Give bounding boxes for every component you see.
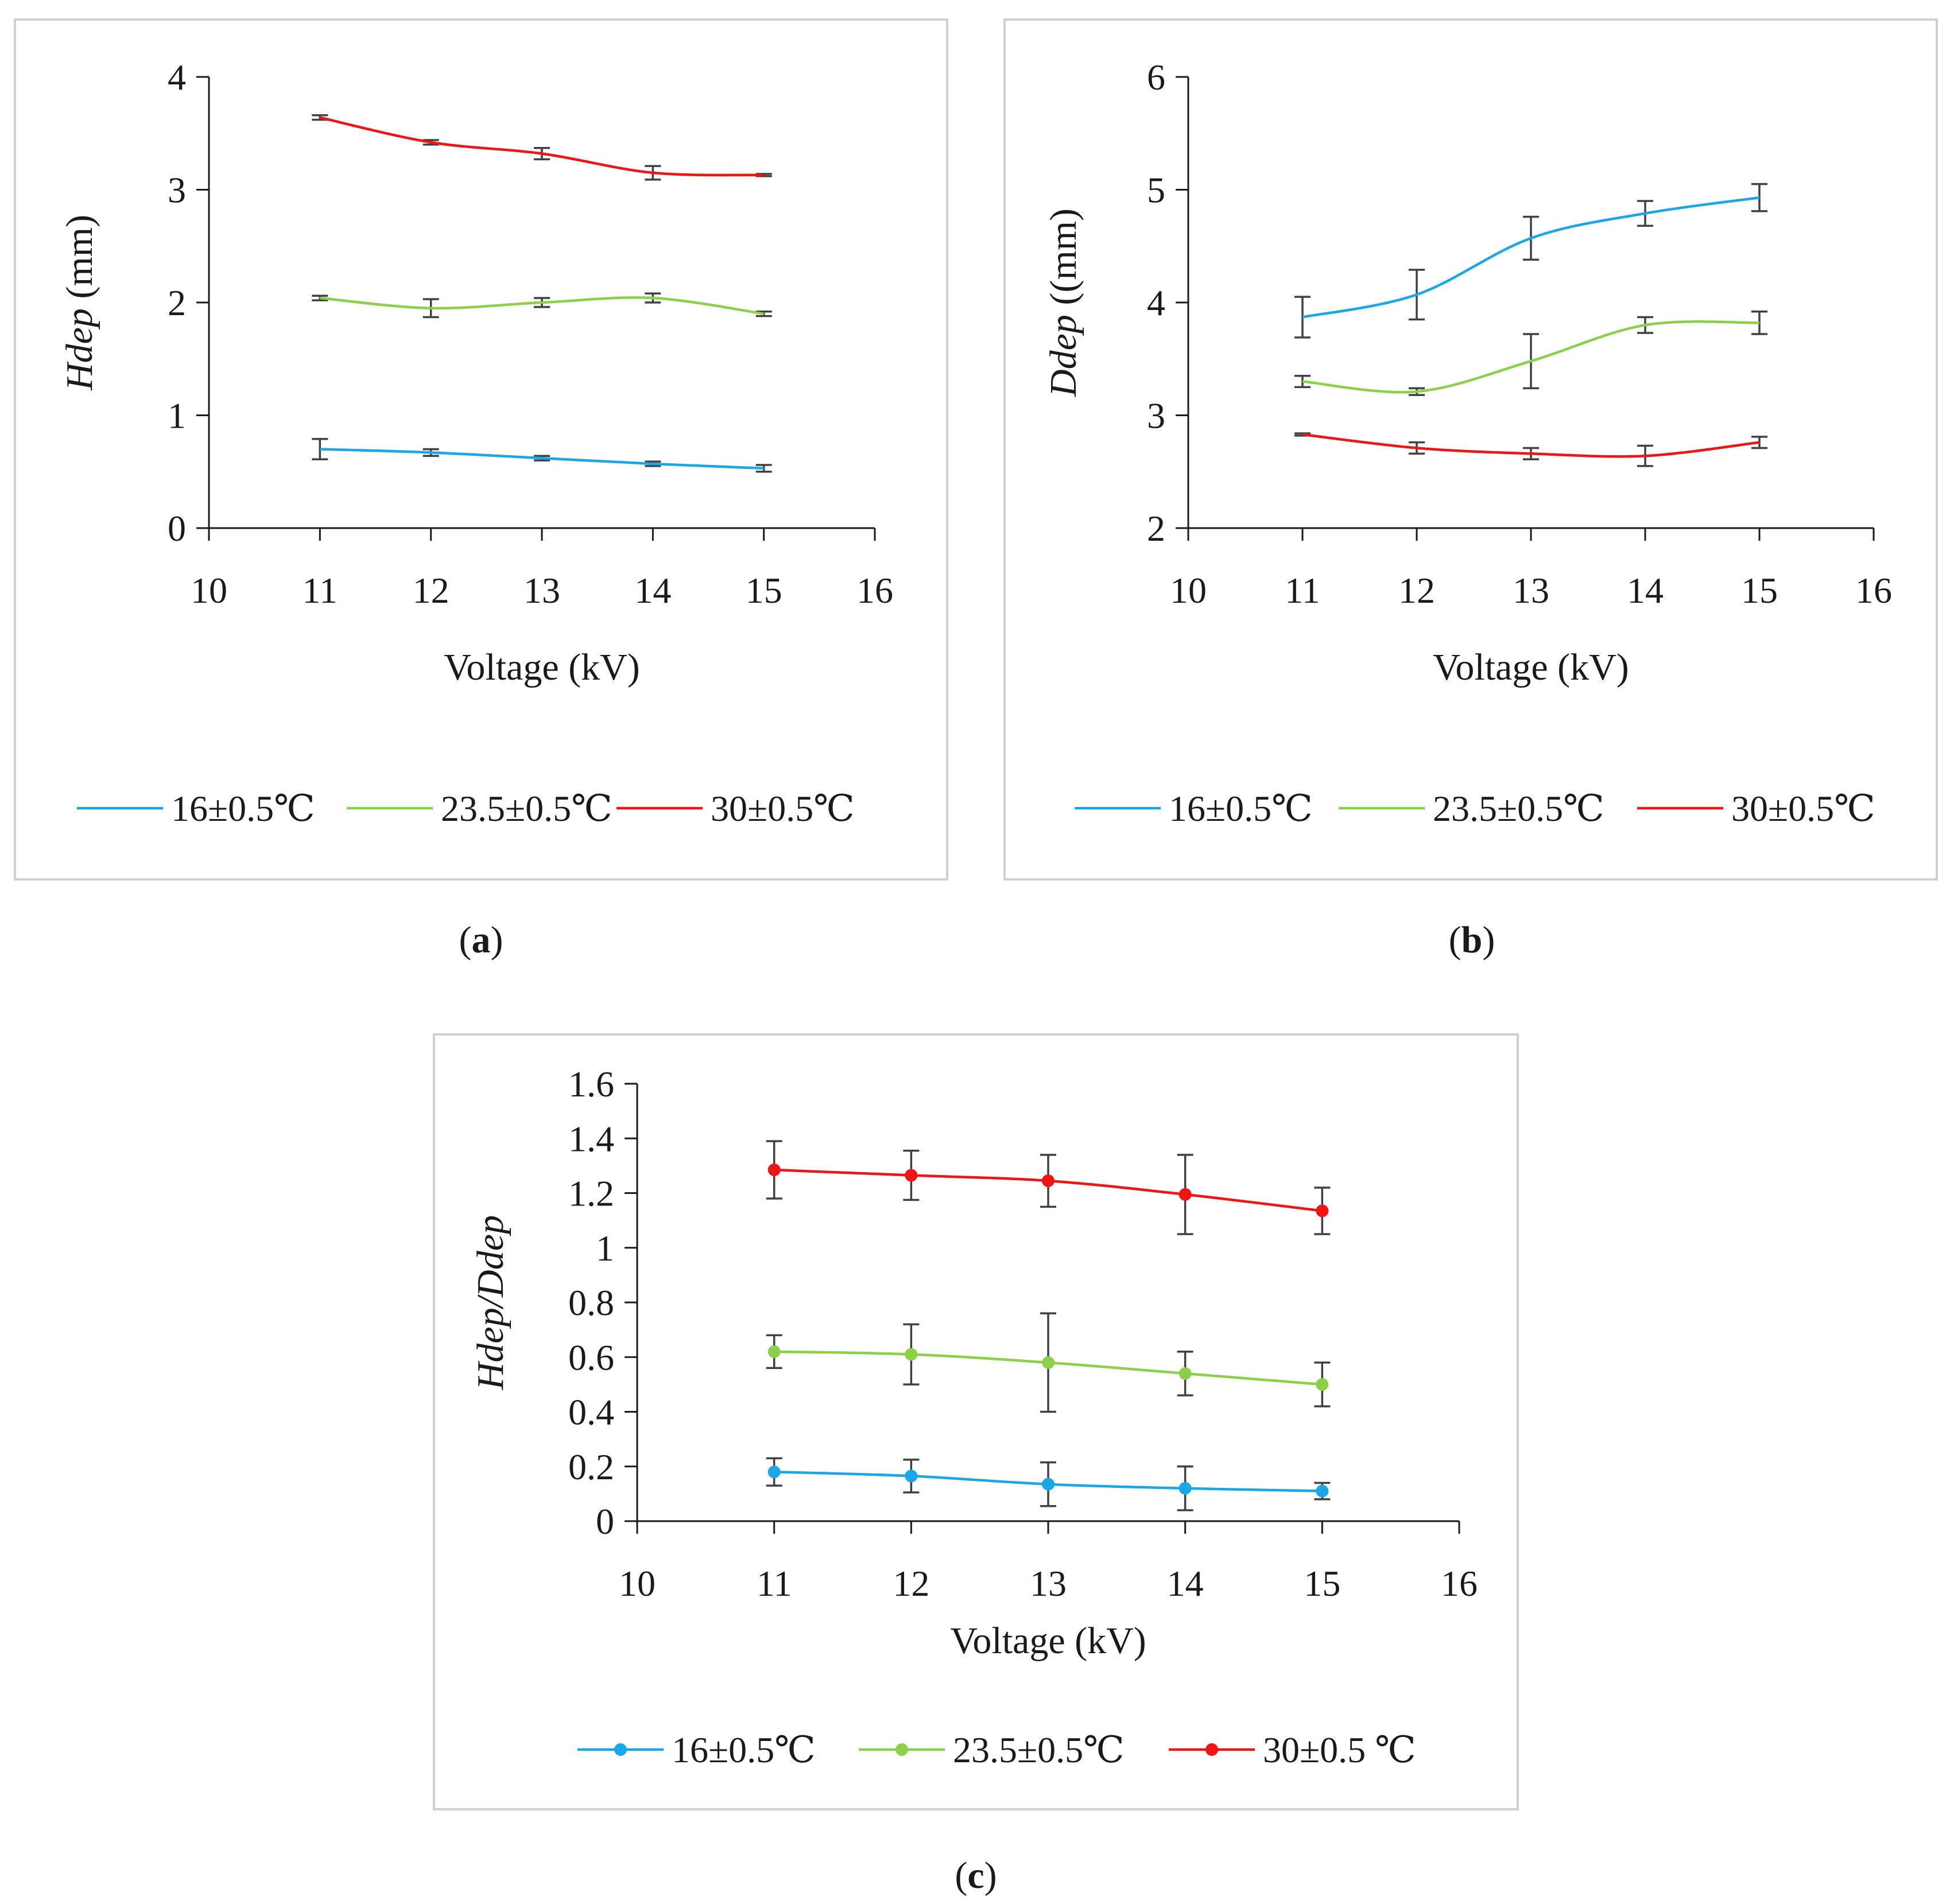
data-point: [1316, 1484, 1329, 1498]
y-tick-label: 2: [168, 282, 186, 323]
x-tick-label: 11: [757, 1563, 792, 1604]
data-point: [1178, 1188, 1192, 1201]
chart-b: 2 3 4 5 6 10 11 12 13 14 15 16 Voltage (kV) Ddep ((mm…: [1042, 57, 1892, 829]
series-line-2: [1302, 433, 1760, 458]
legend-marker-0: [614, 1743, 627, 1756]
y-tick-label: 1.4: [568, 1118, 614, 1159]
panel-b: 2 3 4 5 6 10 11 12 13 14 15 16 Voltage (kV) Ddep ((mm…: [1003, 18, 1938, 881]
y-tick-label: 4: [1147, 282, 1165, 323]
y-tick-label: 3: [168, 170, 186, 211]
legend-label-2: 30±0.5℃: [1731, 788, 1875, 829]
chart-c: 0 0.2 0.4 0.6 0.8 1 1.2 1.4 1.6 10 11 12 13 14 15 16 Vol…: [470, 1064, 1478, 1770]
x-axis-title: Voltage (kV): [1433, 646, 1629, 688]
data-point: [905, 1469, 918, 1483]
legend-label-1: 23.5±0.5℃: [953, 1730, 1125, 1770]
y-tick-label: 1.2: [568, 1173, 614, 1214]
y-tick-label: 1.6: [568, 1064, 614, 1104]
legend-label-1: 23.5±0.5℃: [441, 788, 612, 829]
data-point: [1042, 1478, 1055, 1491]
y-tick-label: 1: [596, 1228, 614, 1269]
x-tick-label: 10: [1170, 570, 1207, 611]
x-axis-title: Voltage (kV): [950, 1620, 1146, 1662]
x-tick-label: 16: [856, 570, 893, 611]
x-tick-label: 15: [746, 570, 782, 611]
series-line-1: [1302, 320, 1760, 394]
data-point: [1042, 1356, 1055, 1369]
legend-label-2: 30±0.5℃: [711, 788, 855, 829]
data-point: [767, 1465, 781, 1479]
panel-c: 0 0.2 0.4 0.6 0.8 1 1.2 1.4 1.6 10 11 12 13 14 15 16 Vol…: [433, 1033, 1519, 1810]
data-point: [1178, 1367, 1192, 1380]
x-tick-label: 14: [1627, 570, 1664, 611]
data-point: [1316, 1378, 1329, 1391]
y-axis-title-italic: Hdep: [59, 308, 100, 391]
panel-a: 0 1 2 3 4 10 11 12 13 14 15 16 Voltage (kV) Hdep (mm)…: [14, 18, 948, 881]
x-tick-label: 12: [893, 1563, 929, 1604]
data-point: [767, 1164, 781, 1177]
y-tick-label: 2: [1147, 508, 1165, 549]
x-tick-label: 14: [634, 570, 671, 611]
x-tick-label: 12: [1398, 570, 1435, 611]
data-point: [1042, 1174, 1055, 1188]
data-point: [1316, 1204, 1329, 1217]
y-tick-label: 0.6: [568, 1337, 614, 1378]
legend-marker-1: [895, 1743, 908, 1756]
x-tick-label: 16: [1441, 1563, 1478, 1604]
x-tick-label: 11: [303, 570, 338, 611]
y-tick-label: 0: [168, 508, 186, 549]
y-tick-label: 4: [168, 57, 186, 98]
x-tick-label: 14: [1167, 1563, 1204, 1604]
y-axis-title-italic: Hdep/Ddep: [470, 1215, 511, 1390]
data-point: [767, 1345, 781, 1358]
y-axis-title: Ddep ((mm): [1042, 208, 1084, 397]
y-tick-label: 0.4: [568, 1392, 614, 1433]
y-tick-label: 0: [596, 1501, 614, 1542]
legend-label-0: 16±0.5℃: [1169, 788, 1313, 829]
legend-label-0: 16±0.5℃: [672, 1730, 816, 1770]
x-tick-label: 12: [413, 570, 449, 611]
legend-marker-2: [1205, 1743, 1218, 1756]
x-tick-label: 15: [1304, 1563, 1340, 1604]
legend-label-1: 23.5±0.5℃: [1433, 788, 1604, 829]
y-tick-label: 0.8: [568, 1282, 614, 1323]
y-tick-label: 0.2: [568, 1447, 614, 1487]
legend-label-0: 16±0.5℃: [171, 788, 315, 829]
y-axis-title-unit: ((mm): [1042, 208, 1084, 315]
x-tick-label: 16: [1855, 570, 1892, 611]
caption-b: (b): [1448, 919, 1495, 961]
x-tick-label: 13: [1513, 570, 1549, 611]
data-point: [905, 1348, 918, 1361]
y-tick-label: 1: [168, 395, 186, 436]
y-axis-title-italic: Ddep: [1042, 315, 1084, 397]
series-line-0: [320, 448, 764, 470]
y-tick-label: 6: [1147, 57, 1165, 98]
x-tick-label: 10: [619, 1563, 656, 1604]
x-tick-label: 10: [191, 570, 227, 611]
x-tick-label: 13: [524, 570, 560, 611]
series-line-1: [320, 296, 764, 315]
y-axis-title-unit: (mm): [59, 215, 100, 308]
caption-a: (a): [459, 919, 503, 961]
legend-label-2: 30±0.5 ℃: [1263, 1730, 1416, 1770]
y-tick-label: 5: [1147, 170, 1165, 211]
data-point: [905, 1169, 918, 1182]
y-axis-title: Hdep/Ddep: [470, 1215, 511, 1390]
x-tick-label: 13: [1030, 1563, 1067, 1604]
series-line-0: [1302, 196, 1760, 319]
caption-c: (c): [955, 1855, 997, 1897]
y-axis-title: Hdep (mm): [59, 215, 100, 391]
x-tick-label: 15: [1741, 570, 1778, 611]
x-axis-title: Voltage (kV): [444, 646, 640, 688]
x-tick-label: 11: [1285, 570, 1320, 611]
series-line-2: [319, 116, 764, 177]
data-point: [1178, 1482, 1192, 1495]
y-tick-label: 3: [1147, 395, 1165, 436]
